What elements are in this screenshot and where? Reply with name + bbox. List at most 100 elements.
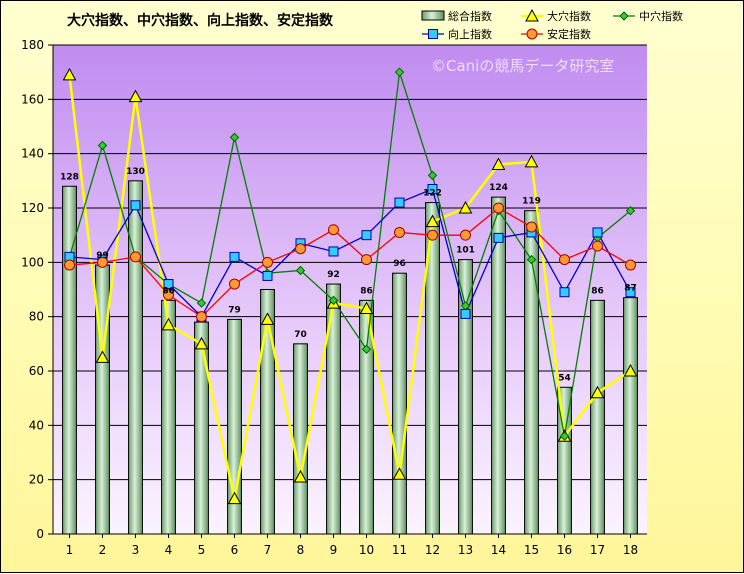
- grid-layer: [53, 44, 647, 481]
- series-line-2: [68, 71, 631, 437]
- x-tick-label-16: 16: [557, 543, 572, 557]
- series-1-point-17: [590, 385, 605, 399]
- x-tick-label-5: 5: [198, 543, 206, 557]
- x-tick-label-6: 6: [231, 543, 239, 557]
- series-3-point-17: [592, 227, 603, 238]
- x-tick-label-1: 1: [66, 543, 74, 557]
- legend-swatch-1: [421, 10, 445, 21]
- x-tick-label-13: 13: [458, 543, 473, 557]
- series-1-point-2: [95, 350, 110, 363]
- x-tick-label-17: 17: [590, 543, 605, 557]
- bar-label-17: 86: [591, 286, 604, 296]
- series-3-point-13: [460, 308, 471, 319]
- series-1-point-4: [161, 317, 176, 331]
- series-3-point-10: [361, 230, 372, 241]
- series-4-point-10: [361, 254, 372, 266]
- x-tick-label-4: 4: [165, 543, 173, 557]
- series-2-point-11: [394, 67, 405, 77]
- series-4-point-7: [262, 256, 273, 268]
- watermark: ©Caniの競馬データ研究室: [431, 57, 614, 75]
- series-4-point-1: [64, 259, 75, 271]
- series-1-point-13: [458, 200, 473, 214]
- legend-label-2: 大穴指数: [547, 9, 591, 23]
- series-3-point-3: [130, 200, 141, 211]
- legend-label-1: 総合指数: [448, 9, 492, 23]
- series-3-point-16: [559, 287, 570, 298]
- y-tick-label-20: 20: [29, 473, 44, 487]
- series-4-point-14: [493, 202, 504, 214]
- chart-title: 大穴指数、中穴指数、向上指数、安定指数: [67, 12, 334, 29]
- bar-label-6: 79: [228, 305, 241, 315]
- x-tick-label-12: 12: [425, 543, 440, 557]
- bar-label-15: 119: [522, 197, 541, 207]
- series-1-point-11: [392, 467, 407, 480]
- series-3-point-11: [394, 197, 405, 208]
- series-2-point-8: [295, 265, 306, 276]
- line-layer: [62, 67, 638, 505]
- series-4-point-8: [295, 243, 306, 255]
- series-4-point-9: [328, 224, 339, 236]
- series-2-point-2: [97, 140, 108, 151]
- series-3-point-18: [625, 287, 636, 298]
- series-1-point-3: [128, 89, 143, 103]
- series-4-point-6: [229, 278, 240, 290]
- bar-label-13: 101: [456, 246, 475, 256]
- y-tick-label-40: 40: [29, 418, 44, 432]
- series-3-point-9: [328, 246, 339, 257]
- series-3-point-6: [229, 251, 240, 262]
- label-layer: 128 99 130 86 79 70 92 86 96 122 101 124 119 54 86 87: [60, 167, 637, 383]
- bar-label-9: 92: [327, 270, 340, 280]
- series-1-point-7: [260, 312, 275, 325]
- bar-17: [590, 299, 605, 535]
- series-2-point-16: [559, 431, 570, 441]
- bar-label-2: 99: [96, 251, 109, 261]
- bar-label-18: 87: [624, 284, 637, 294]
- bar-9: [326, 283, 341, 535]
- legend-label-4: 向上指数: [448, 27, 492, 41]
- series-2-point-12: [427, 170, 438, 181]
- series-3-point-4: [163, 279, 174, 290]
- series-4-point-2: [97, 256, 108, 268]
- series-1-point-6: [227, 491, 242, 505]
- series-1-point-15: [524, 154, 539, 168]
- series-2-point-10: [361, 344, 372, 354]
- series-4-point-17: [592, 240, 603, 252]
- legend-marker-2: [525, 8, 539, 22]
- bar-label-12: 122: [423, 189, 442, 199]
- bar-label-1: 128: [60, 172, 79, 182]
- bar-4: [161, 299, 176, 535]
- legend-marker-3: [619, 11, 629, 21]
- series-4-point-11: [394, 226, 405, 238]
- series-2-point-6: [229, 132, 240, 143]
- series-3-point-7: [262, 270, 273, 281]
- bar-label-11: 96: [393, 259, 406, 269]
- x-tick-label-11: 11: [392, 543, 407, 557]
- series-1-point-18: [623, 363, 638, 377]
- x-tick-label-2: 2: [99, 543, 107, 557]
- bar-label-14: 124: [489, 183, 508, 193]
- series-line-4: [69, 207, 631, 318]
- series-4-point-18: [625, 259, 636, 271]
- series-line-3: [69, 188, 632, 318]
- series-line-1: [68, 74, 632, 499]
- series-4-point-16: [559, 254, 570, 266]
- series-4-point-12: [427, 229, 438, 241]
- x-tick-label-8: 8: [297, 543, 305, 557]
- bar-11: [392, 272, 407, 535]
- series-1-point-10: [359, 301, 374, 315]
- legend-label-5: 安定指数: [547, 27, 591, 41]
- y-tick-label-120: 120: [21, 201, 44, 215]
- y-tick-label-0: 0: [36, 527, 44, 541]
- y-tick-label-180: 180: [21, 38, 44, 52]
- y-tick-label-60: 60: [29, 364, 44, 378]
- bar-13: [458, 259, 473, 535]
- bar-label-10: 86: [360, 286, 373, 296]
- y-tick-label-160: 160: [21, 92, 44, 106]
- y-tick-label-100: 100: [21, 255, 44, 269]
- series-2-point-15: [526, 254, 537, 265]
- y-tick-label-140: 140: [21, 147, 44, 161]
- bar-label-3: 130: [126, 167, 145, 177]
